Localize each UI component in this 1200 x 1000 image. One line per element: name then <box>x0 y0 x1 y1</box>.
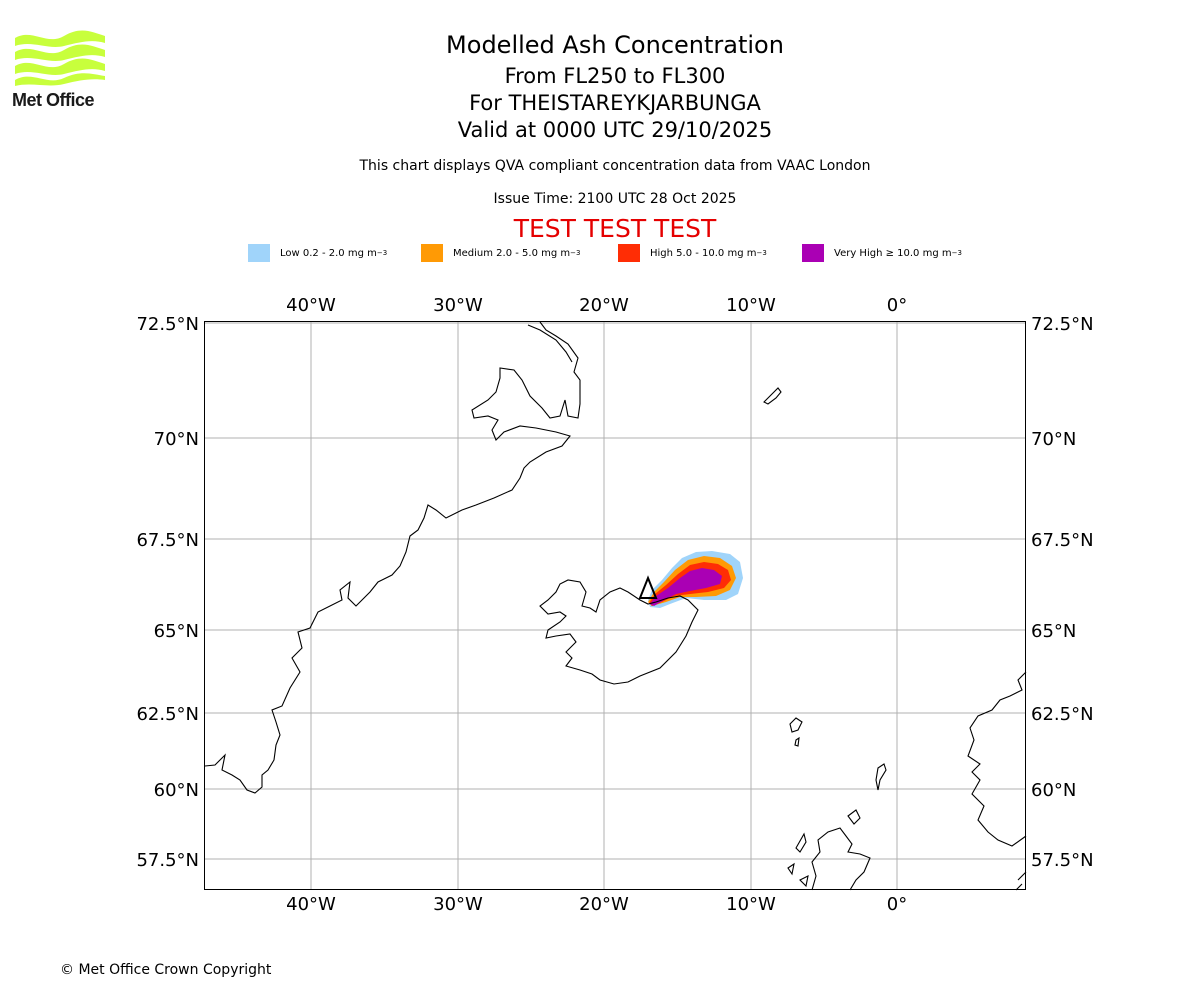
lat-label-left: 70°N <box>154 429 199 450</box>
logo-text: Met Office <box>12 90 95 110</box>
legend-swatch-very-high <box>802 244 824 262</box>
volcano-marker-icon <box>638 575 658 599</box>
copyright: © Met Office Crown Copyright <box>60 962 272 978</box>
norway-coastline <box>967 671 1027 847</box>
faroe-islands-coastline <box>789 717 803 747</box>
volcano-name: For THEISTAREYKJARBUNGA <box>469 91 761 115</box>
legend-exp-low: −3 <box>376 249 388 257</box>
scotland-coastline <box>811 827 871 891</box>
legend-item-high: High 5.0 - 10.0 mg m −3 <box>618 244 767 262</box>
greenland-inlet <box>527 324 573 363</box>
iceland-coastline <box>539 579 699 685</box>
lat-label-right: 72.5°N <box>1031 314 1094 335</box>
lon-label-top: 20°W <box>579 295 629 316</box>
issue-time: Issue Time: 2100 UTC 28 Oct 2025 <box>493 191 737 207</box>
lat-label-right: 70°N <box>1031 429 1076 450</box>
lat-label-right: 60°N <box>1031 780 1076 801</box>
legend-swatch-medium <box>421 244 443 262</box>
lat-label-left: 65°N <box>154 621 199 642</box>
legend-exp-medium: −3 <box>570 249 581 257</box>
lat-label-left: 62.5°N <box>136 704 199 725</box>
lat-label-right: 57.5°N <box>1031 850 1094 871</box>
chart-title: Modelled Ash Concentration <box>446 31 784 59</box>
greenland-coastline <box>204 321 581 794</box>
axis-labels: 40°W 40°W 30°W 30°W 20°W 20°W 10°W 10°W 0° 0° 72.5… <box>136 295 1093 915</box>
legend-label-very-high: Very High ≥ 10.0 mg m <box>834 247 952 259</box>
jan-mayen-coastline <box>763 387 782 405</box>
legend-label-high: High 5.0 - 10.0 mg m <box>650 247 757 259</box>
test-banner: TEST TEST TEST <box>513 214 717 243</box>
lon-label-bottom: 0° <box>887 894 907 915</box>
legend-swatch-high <box>618 244 640 262</box>
orkney-coastline <box>847 809 861 825</box>
legend-item-very-high: Very High ≥ 10.0 mg m −3 <box>802 244 962 262</box>
lat-label-right: 62.5°N <box>1031 704 1094 725</box>
chart-description: This chart displays QVA compliant concen… <box>359 158 871 174</box>
lon-label-bottom: 10°W <box>726 894 776 915</box>
legend-label-medium: Medium 2.0 - 5.0 mg m <box>453 247 571 259</box>
lon-label-bottom: 40°W <box>286 894 336 915</box>
lat-label-left: 60°N <box>154 780 199 801</box>
legend-swatch-low <box>248 244 270 262</box>
flight-level: From FL250 to FL300 <box>504 64 726 88</box>
map-grid <box>204 321 1026 890</box>
ash-contour-very-high <box>650 568 722 606</box>
shetland-coastline <box>875 763 887 791</box>
lat-label-right: 67.5°N <box>1031 530 1094 551</box>
map-frame <box>204 321 1026 890</box>
lon-label-top: 30°W <box>433 295 483 316</box>
norway-south-coastline <box>1015 871 1027 891</box>
lat-label-right: 65°N <box>1031 621 1076 642</box>
lon-label-top: 10°W <box>726 295 776 316</box>
lat-label-left: 72.5°N <box>136 314 199 335</box>
legend-item-low: Low 0.2 - 2.0 mg m −3 <box>248 244 387 262</box>
met-office-logo: Met Office <box>12 28 112 114</box>
hebrides-coastline <box>787 832 809 888</box>
lon-label-top: 0° <box>887 295 907 316</box>
met-office-waves-icon <box>15 30 105 86</box>
legend-exp-very-high: −3 <box>951 249 962 257</box>
lon-label-bottom: 20°W <box>579 894 629 915</box>
lon-label-top: 40°W <box>286 295 336 316</box>
lat-label-left: 67.5°N <box>136 530 199 551</box>
lat-label-left: 57.5°N <box>136 850 199 871</box>
legend-label-low: Low 0.2 - 2.0 mg m <box>280 247 377 259</box>
legend-item-medium: Medium 2.0 - 5.0 mg m −3 <box>421 244 580 262</box>
valid-time: Valid at 0000 UTC 29/10/2025 <box>457 118 773 142</box>
legend-exp-high: −3 <box>756 249 767 257</box>
lon-label-bottom: 30°W <box>433 894 483 915</box>
